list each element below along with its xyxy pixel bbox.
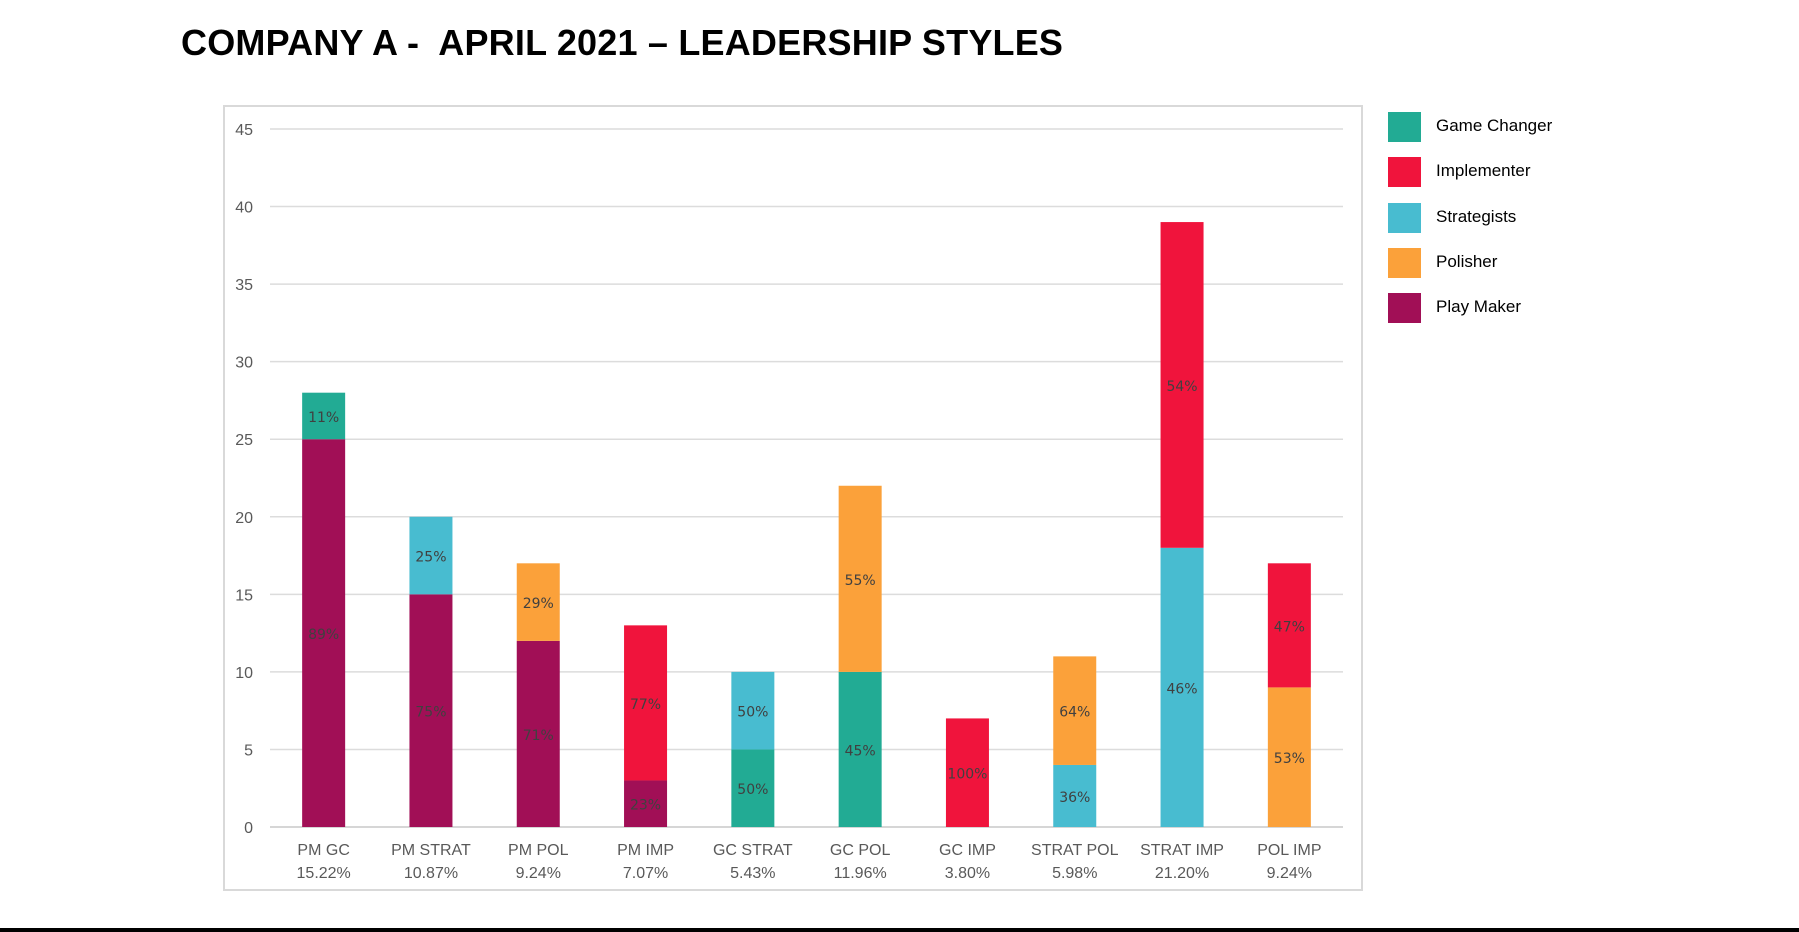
data-label: 29% [523, 596, 554, 612]
x-tick-label: STRAT IMP [1140, 842, 1224, 859]
y-tick-label: 40 [235, 200, 253, 217]
bar-segment [1267, 563, 1311, 688]
y-tick-label: 35 [235, 277, 253, 294]
legend-item: Implementer [1388, 157, 1628, 189]
x-tick-label: GC STRAT [713, 842, 793, 859]
data-label: 53% [1274, 751, 1305, 767]
legend-label: Strategists [1436, 207, 1517, 226]
bar-segment [409, 516, 453, 595]
legend-item: Game Changer [1388, 112, 1628, 144]
data-label: 25% [415, 550, 446, 566]
y-tick-label: 20 [235, 510, 253, 527]
legend-item: Play Maker [1388, 293, 1628, 325]
legend-item: Polisher [1388, 248, 1628, 280]
bar-segment [731, 671, 775, 750]
bar-segment [516, 563, 560, 641]
x-tick-sublabel: 21.20% [1155, 865, 1209, 882]
data-label: 50% [737, 782, 768, 798]
x-tick-label: PM STRAT [391, 842, 471, 859]
x-tick-sublabel: 9.24% [1267, 865, 1312, 882]
bar-segment [302, 439, 346, 827]
bottom-divider [0, 928, 1799, 932]
bar-segment [409, 594, 453, 827]
data-label: 75% [415, 705, 446, 721]
legend-swatch [1388, 293, 1421, 323]
page-title: COMPANY A - APRIL 2021 – LEADERSHIP STYL… [181, 22, 1064, 63]
chart-area: 0 5 10 15 20 25 30 35 40 45 89% 11% PM GC 15.22% 75% 25… [223, 105, 1363, 891]
y-tick-label: 30 [235, 355, 253, 372]
bar-segment [838, 485, 882, 672]
data-label: 45% [845, 743, 876, 759]
bar-segment [838, 671, 882, 827]
y-tick-label: 45 [235, 122, 253, 139]
bar-segment [1160, 222, 1204, 548]
x-tick-sublabel: 10.87% [404, 865, 458, 882]
data-label: 47% [1274, 619, 1305, 635]
x-tick-sublabel: 5.98% [1052, 865, 1097, 882]
x-tick-sublabel: 15.22% [297, 865, 351, 882]
x-tick-sublabel: 7.07% [623, 865, 668, 882]
legend-swatch [1388, 248, 1421, 278]
bar-segment [302, 392, 346, 440]
data-label: 55% [845, 573, 876, 589]
bar-segment [1160, 547, 1204, 827]
bar-segment [1053, 656, 1097, 765]
legend-swatch [1388, 203, 1421, 233]
x-tick-sublabel: 3.80% [945, 865, 990, 882]
data-label: 54% [1166, 379, 1197, 395]
legend-swatch [1388, 157, 1421, 187]
x-tick-label: STRAT POL [1031, 842, 1119, 859]
data-label: 100% [947, 767, 987, 783]
legend-label: Game Changer [1436, 116, 1553, 135]
y-tick-label: 10 [235, 665, 253, 682]
x-tick-label: GC POL [830, 842, 891, 859]
data-label: 50% [737, 705, 768, 721]
bar-segment [1053, 764, 1097, 827]
legend-swatch [1388, 112, 1421, 142]
y-tick-label: 25 [235, 432, 253, 449]
bar-segment [624, 625, 668, 781]
bar-segment [516, 640, 560, 827]
x-tick-label: PM IMP [617, 842, 674, 859]
bar-segment [624, 780, 668, 827]
bar-segment [1267, 687, 1311, 827]
legend-item: Strategists [1388, 203, 1628, 235]
bar-segment [945, 718, 989, 827]
data-label: 46% [1166, 681, 1197, 697]
y-tick-label: 5 [244, 742, 253, 759]
data-label: 71% [523, 728, 554, 744]
x-tick-label: POL IMP [1257, 842, 1321, 859]
x-tick-sublabel: 5.43% [730, 865, 775, 882]
x-tick-sublabel: 9.24% [516, 865, 561, 882]
y-tick-label: 15 [235, 587, 253, 604]
data-label: 89% [308, 627, 339, 643]
data-label: 36% [1059, 790, 1090, 806]
y-tick-label: 0 [244, 820, 253, 837]
data-label: 64% [1059, 705, 1090, 721]
data-label: 77% [630, 697, 661, 713]
data-label: 23% [630, 798, 661, 814]
stacked-bar-chart: 0 5 10 15 20 25 30 35 40 45 89% 11% PM GC 15.22% 75% 25… [235, 122, 1343, 882]
data-label: 11% [308, 410, 339, 426]
legend-label: Polisher [1436, 252, 1498, 271]
x-tick-label: GC IMP [939, 842, 996, 859]
x-tick-label: PM POL [508, 842, 569, 859]
x-tick-label: PM GC [297, 842, 349, 859]
x-tick-sublabel: 11.96% [834, 865, 887, 882]
legend-label: Play Maker [1436, 297, 1522, 316]
bar-segment [731, 749, 775, 827]
legend-label: Implementer [1436, 161, 1531, 180]
